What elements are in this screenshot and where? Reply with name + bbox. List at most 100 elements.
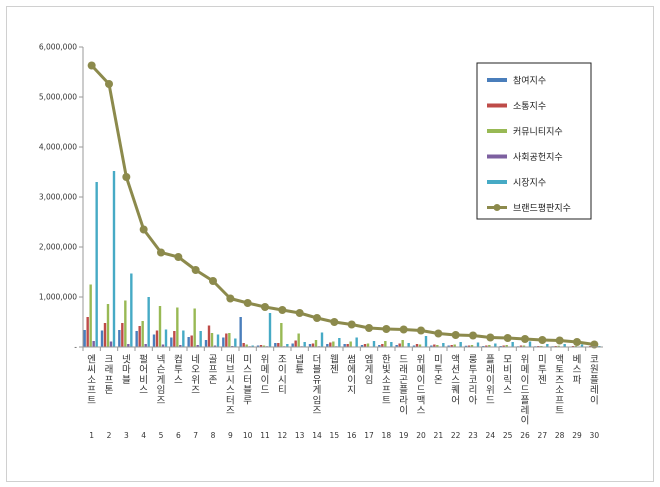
x-rank-number: 22 bbox=[451, 431, 461, 440]
bar bbox=[453, 344, 456, 347]
line-point bbox=[313, 314, 321, 322]
bar bbox=[418, 344, 422, 347]
bar bbox=[415, 344, 419, 347]
bar bbox=[522, 345, 526, 347]
bar bbox=[346, 344, 349, 347]
legend-swatch-marker bbox=[493, 204, 501, 211]
bar bbox=[314, 340, 318, 347]
bar bbox=[274, 343, 277, 347]
bar bbox=[135, 331, 138, 347]
line-point bbox=[261, 303, 269, 311]
bar bbox=[182, 330, 185, 347]
bar bbox=[190, 335, 193, 347]
bar bbox=[470, 345, 474, 347]
bar bbox=[488, 345, 491, 347]
x-rank-number: 19 bbox=[399, 431, 409, 440]
bar bbox=[303, 342, 306, 347]
bar bbox=[311, 343, 315, 347]
line-series bbox=[87, 61, 599, 349]
x-rank-number: 25 bbox=[503, 431, 513, 440]
x-rank-number: 26 bbox=[520, 431, 530, 440]
bar bbox=[424, 336, 428, 347]
bar bbox=[511, 342, 514, 347]
bar bbox=[320, 332, 324, 347]
y-tick-label: 2,000,000 bbox=[39, 243, 77, 252]
x-rank-number: 29 bbox=[572, 431, 582, 440]
bar bbox=[103, 323, 107, 347]
legend-label: 사회공헌지수 bbox=[513, 152, 563, 163]
x-rank-number: 30 bbox=[590, 431, 600, 440]
legend-swatch bbox=[487, 129, 507, 133]
bar bbox=[95, 182, 98, 347]
legend-label: 소통지수 bbox=[513, 101, 546, 112]
line-point bbox=[105, 80, 113, 88]
bar bbox=[228, 333, 231, 347]
x-rank-number: 16 bbox=[347, 431, 357, 440]
chart-frame: - 1,000,000 2,000,000 3,000,000 4,000,000 5,0… bbox=[6, 6, 654, 482]
bar bbox=[89, 284, 92, 347]
x-rank-number: 23 bbox=[468, 431, 478, 440]
line-point bbox=[538, 336, 547, 344]
x-rank-number: 6 bbox=[176, 431, 181, 440]
bar bbox=[297, 333, 300, 347]
bar bbox=[210, 333, 214, 347]
bar bbox=[245, 344, 248, 347]
line-point bbox=[226, 294, 235, 303]
bar bbox=[216, 334, 220, 347]
line-point bbox=[382, 325, 391, 333]
x-rank-number: 8 bbox=[211, 431, 216, 440]
x-rank-number: 20 bbox=[416, 431, 426, 440]
bar bbox=[355, 337, 358, 347]
brand-reputation-chart: - 1,000,000 2,000,000 3,000,000 4,000,000 5,0… bbox=[39, 43, 603, 440]
legend-swatch bbox=[487, 180, 507, 184]
y-tick-label: 6,000,000 bbox=[39, 43, 77, 52]
bar bbox=[459, 342, 462, 347]
bar bbox=[580, 344, 584, 347]
bar bbox=[100, 330, 104, 347]
legend-swatch bbox=[487, 103, 507, 108]
bar bbox=[173, 331, 176, 347]
bar bbox=[179, 345, 182, 347]
bar bbox=[242, 343, 245, 347]
x-rank-number: 17 bbox=[364, 431, 374, 440]
bar bbox=[158, 306, 162, 347]
x-rank-number: 1 bbox=[89, 431, 94, 440]
line-point bbox=[573, 338, 581, 346]
bar bbox=[86, 317, 89, 347]
bar bbox=[363, 344, 367, 347]
x-rank-number: 13 bbox=[295, 431, 305, 440]
bar bbox=[268, 313, 272, 347]
line-point bbox=[521, 335, 529, 343]
bar bbox=[398, 343, 401, 347]
bar bbox=[124, 300, 127, 347]
legend-label: 브랜드평판지수 bbox=[513, 203, 571, 214]
bar bbox=[332, 341, 335, 347]
bar bbox=[152, 334, 156, 347]
x-axis: 엔 씨 소 프 트 1 크 래 프 톤 2 넷 마 블 3 펄 어 비 스 4 넥 슨 게 임 즈 5 컴 투 스 6 네 오 위 즈 7 골 프 존 8 데… bbox=[82, 346, 603, 440]
bar bbox=[144, 344, 147, 347]
x-rank-number: 18 bbox=[382, 431, 392, 440]
legend-swatch bbox=[487, 78, 507, 82]
bar bbox=[256, 345, 260, 347]
bar bbox=[494, 343, 497, 347]
legend-swatch bbox=[487, 154, 507, 159]
legend-label: 커뮤니티지수 bbox=[513, 127, 563, 138]
y-tick-label: 1,000,000 bbox=[39, 293, 77, 302]
bar bbox=[147, 297, 150, 347]
bar bbox=[130, 273, 133, 347]
x-rank-number: 28 bbox=[555, 431, 565, 440]
line-point bbox=[174, 253, 183, 261]
y-tick-label: 3,000,000 bbox=[39, 193, 77, 202]
line-point bbox=[87, 61, 96, 70]
x-rank-number: 9 bbox=[228, 431, 233, 440]
